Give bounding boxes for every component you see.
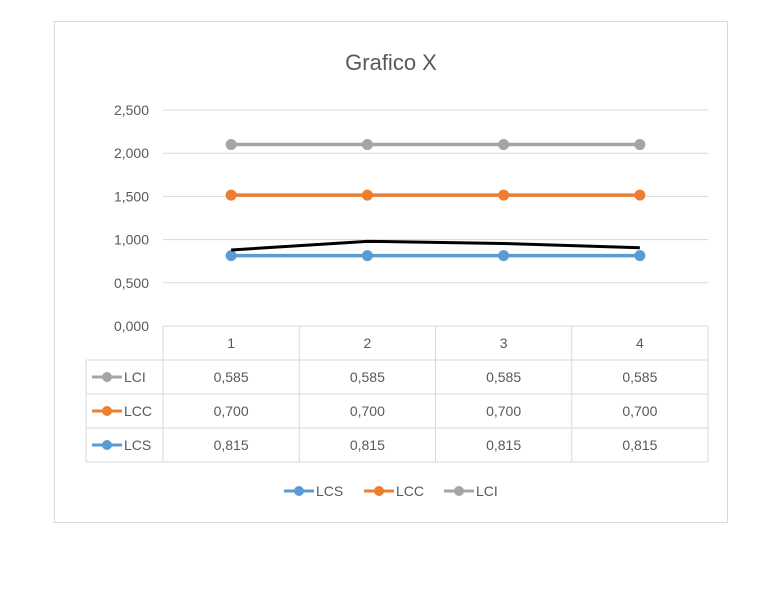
table-cell-value: 0,585 (350, 369, 385, 385)
legend-entry-label: LCS (124, 437, 151, 453)
y-tick-label: 2,000 (114, 145, 149, 161)
legend-entry-label: LCC (124, 403, 152, 419)
legend-key-marker (374, 486, 384, 496)
table-cell-value: 0,700 (486, 403, 521, 419)
legend-key-marker (102, 372, 112, 382)
y-tick-label: 2,500 (114, 102, 149, 118)
data-point-lcc (361, 189, 373, 201)
legend: LCS LCC LCI (284, 483, 498, 499)
y-tick-label: 0,000 (114, 318, 149, 334)
legend-key-marker (454, 486, 464, 496)
table-cell-value: 0,700 (350, 403, 385, 419)
data-point-lci (498, 139, 510, 151)
legend-key-marker (102, 440, 112, 450)
legend-entry-label: LCS (316, 483, 343, 499)
chart-title: Grafico X (345, 50, 437, 75)
data-point-lci (361, 139, 373, 151)
data-point-lci (225, 139, 237, 151)
data-point-lcc (225, 189, 237, 201)
y-tick-label: 1,500 (114, 188, 149, 204)
table-cell-value: 0,585 (214, 369, 249, 385)
series-lines (225, 139, 646, 262)
unlabeled-black-line (231, 239, 640, 252)
table-cell-value: 0,585 (486, 369, 521, 385)
legend-entry-label: LCI (476, 483, 498, 499)
data-point-lcs (225, 250, 237, 262)
y-axis-tick-labels: 0,000 0,500 1,000 1,500 2,000 2,500 (114, 102, 149, 334)
legend-entry-label: LCC (396, 483, 424, 499)
data-point-lcc (634, 189, 646, 201)
legend-key-marker (294, 486, 304, 496)
table-cell-value: 0,585 (622, 369, 657, 385)
legend-key-marker (102, 406, 112, 416)
legend-entry-label: LCI (124, 369, 146, 385)
table-cell-value: 0,700 (214, 403, 249, 419)
y-tick-label: 0,500 (114, 275, 149, 291)
data-point-lcs (498, 250, 510, 262)
x-tick-label: 3 (500, 335, 508, 351)
data-point-lcs (634, 250, 646, 262)
table-cell-value: 0,815 (622, 437, 657, 453)
table-cell-value: 0,815 (486, 437, 521, 453)
table-cell-value: 0,815 (350, 437, 385, 453)
y-tick-label: 1,000 (114, 232, 149, 248)
x-tick-label: 1 (227, 335, 235, 351)
table-cell-value: 0,700 (622, 403, 657, 419)
table-cell-value: 0,815 (214, 437, 249, 453)
chart-frame (54, 21, 728, 523)
grid-lines (163, 109, 708, 327)
x-tick-label: 2 (363, 335, 371, 351)
data-table: 1 2 3 4 LCI 0,585 0,585 0,585 0,585 LCC 0,700 0,700… (85, 326, 709, 463)
data-point-lcs (361, 250, 373, 262)
x-tick-label: 4 (636, 335, 644, 351)
data-point-lcc (498, 189, 510, 201)
data-point-lci (634, 139, 646, 151)
